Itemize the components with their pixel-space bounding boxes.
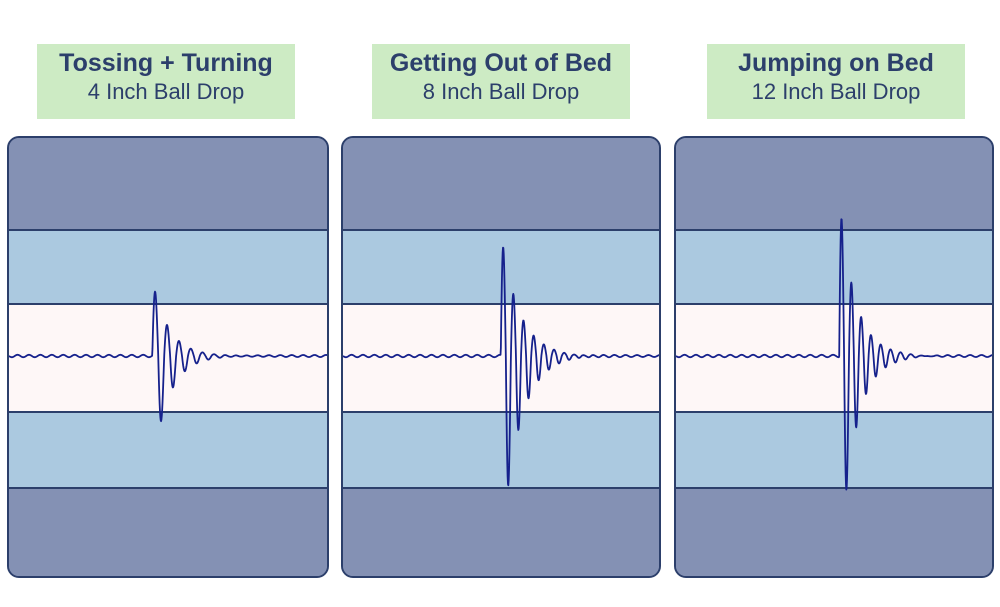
chart-label-0: Tossing + Turning 4 Inch Ball Drop: [37, 44, 295, 119]
chart-title: Jumping on Bed: [738, 49, 934, 77]
waveform-line: [676, 218, 992, 491]
chart-panel-1: [341, 136, 661, 578]
chart-subtitle: 8 Inch Ball Drop: [422, 79, 580, 104]
chart-svg: [343, 138, 659, 576]
waveform-line: [343, 246, 659, 487]
chart-subtitle: 12 Inch Ball Drop: [751, 79, 921, 104]
chart-panel-0: [7, 136, 329, 578]
chart-svg: [9, 138, 327, 576]
center-band: [676, 304, 992, 412]
chart-label-1: Getting Out of Bed 8 Inch Ball Drop: [372, 44, 630, 119]
waveform-line: [9, 290, 327, 423]
chart-subtitle: 4 Inch Ball Drop: [87, 79, 245, 104]
chart-title: Getting Out of Bed: [389, 49, 613, 77]
center-band: [9, 304, 327, 412]
chart-panel-2: [674, 136, 994, 578]
chart-label-2: Jumping on Bed 12 Inch Ball Drop: [707, 44, 965, 119]
chart-svg: [676, 138, 992, 576]
chart-title: Tossing + Turning: [59, 49, 273, 77]
